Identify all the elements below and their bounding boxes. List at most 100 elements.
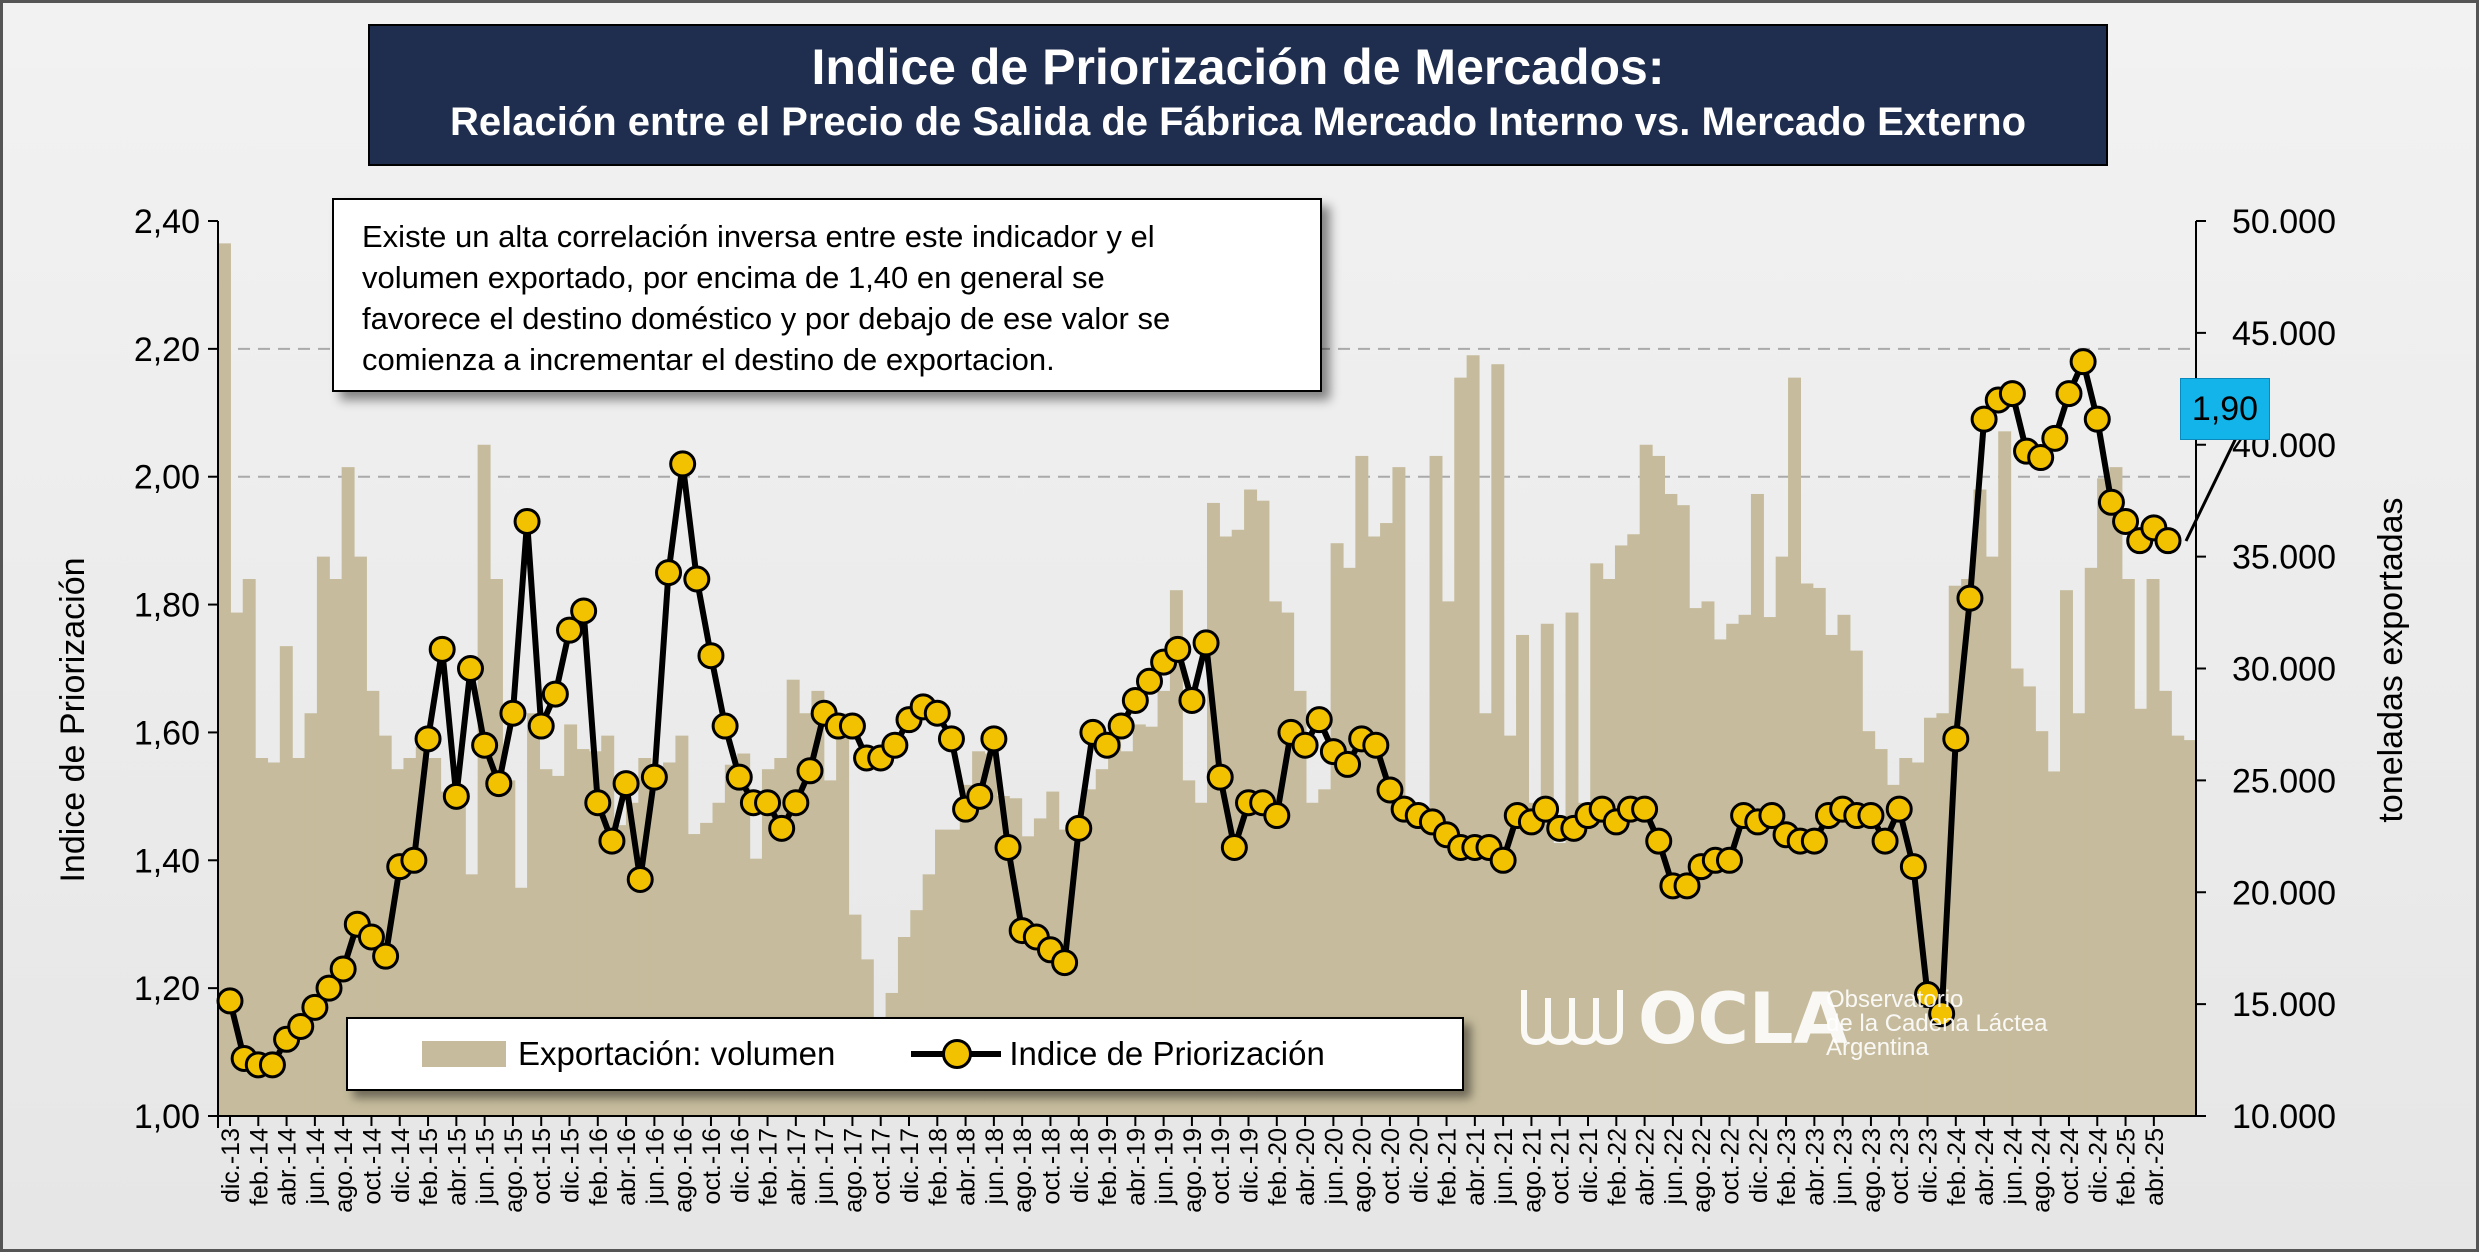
- x-tick-label: dic.-22: [1745, 1128, 1773, 1203]
- index-marker: [754, 789, 782, 817]
- index-marker: [357, 923, 385, 951]
- x-tick-label: oct.-21: [1547, 1128, 1575, 1204]
- index-marker: [471, 731, 499, 759]
- index-marker: [1334, 750, 1362, 778]
- index-marker: [2083, 405, 2111, 433]
- export-bar: [1763, 617, 1777, 1116]
- export-bar: [1750, 493, 1764, 1117]
- export-bar: [1478, 713, 1492, 1116]
- index-marker: [669, 450, 697, 478]
- ocla-subtitle-line: Argentina: [1826, 1034, 1929, 1061]
- x-tick-label: feb.-25: [2113, 1128, 2141, 1206]
- index-marker: [2112, 507, 2140, 535]
- index-marker: [1956, 584, 1984, 612]
- index-marker: [541, 680, 569, 708]
- export-bar: [1664, 493, 1678, 1117]
- export-bar: [527, 713, 541, 1116]
- export-bar: [1367, 536, 1381, 1116]
- export-bar: [1788, 377, 1801, 1116]
- x-tick-label: ago.-23: [1858, 1128, 1886, 1213]
- index-marker: [1178, 686, 1206, 714]
- index-marker: [683, 565, 711, 593]
- index-marker: [782, 789, 810, 817]
- index-marker: [513, 507, 541, 535]
- y-tick-label: 1,60: [134, 714, 200, 752]
- export-bar: [1454, 377, 1468, 1116]
- x-tick-label: feb.-17: [755, 1128, 783, 1206]
- x-tick-label: jun.-24: [1999, 1128, 2027, 1206]
- legend: Exportación: volumen Indice de Priorizac…: [346, 1017, 1464, 1091]
- title-banner: Indice de Priorización de Mercados: Rela…: [368, 24, 2108, 166]
- export-bar: [1466, 355, 1480, 1116]
- export-bar: [218, 243, 231, 1116]
- index-marker: [1376, 776, 1404, 804]
- index-marker: [1164, 635, 1192, 663]
- y-tick-label: 1,20: [134, 970, 200, 1008]
- y-axis-label: Indice de Priorización: [54, 557, 92, 882]
- index-marker: [1857, 802, 1885, 830]
- export-bar: [316, 556, 330, 1116]
- index-marker: [2041, 424, 2069, 452]
- x-tick-label: feb.-23: [1773, 1128, 1801, 1206]
- index-marker: [400, 846, 428, 874]
- export-bar: [1602, 579, 1616, 1116]
- x-tick-label: oct.-20: [1377, 1128, 1405, 1204]
- x-tick-label: oct.-15: [528, 1128, 556, 1204]
- annotation-line: volumen exportado, por encima de 1,40 en…: [362, 260, 1105, 295]
- legend-line-swatch: [911, 1039, 1002, 1069]
- x-axis-ticks: dic.-13 feb.-14 abr.-14 jun.-14 ago.-14 oct.-…: [217, 1116, 2169, 1213]
- x-tick-label: feb.-18: [924, 1128, 952, 1206]
- ocla-subtitle-line: de la Cadena Láctea: [1826, 1010, 2048, 1037]
- index-marker: [2097, 488, 2125, 516]
- x-tick-label: jun.-19: [1151, 1128, 1179, 1205]
- index-marker: [1715, 846, 1743, 874]
- export-bar: [1528, 802, 1542, 1116]
- x-tick-label: feb.-14: [245, 1128, 273, 1206]
- export-bar: [1886, 784, 1900, 1116]
- index-marker: [570, 597, 598, 625]
- export-bar: [1169, 590, 1183, 1116]
- y-tick-label: 1,80: [134, 587, 200, 625]
- export-bar: [1577, 802, 1591, 1116]
- export-bar: [2121, 579, 2135, 1116]
- export-bar: [304, 713, 318, 1116]
- y2-tick-label: 35.000: [2232, 539, 2336, 577]
- ocla-logo-icon: [1521, 990, 1623, 1046]
- export-bar: [1713, 639, 1727, 1116]
- index-marker: [329, 955, 357, 983]
- x-tick-label: ago.-16: [670, 1128, 698, 1213]
- x-tick-label: abr.-25: [2141, 1128, 2169, 1206]
- x-tick-label: dic.-20: [1405, 1128, 1433, 1203]
- x-tick-label: jun.-17: [811, 1128, 839, 1205]
- x-tick-label: oct.-24: [2056, 1128, 2084, 1205]
- export-bar: [1553, 843, 1567, 1116]
- x-tick-label: dic.-21: [1575, 1128, 1603, 1203]
- y2-tick-label: 10.000: [2232, 1098, 2336, 1136]
- y2-tick-label: 45.000: [2232, 315, 2336, 353]
- callout-leader: [2184, 437, 2238, 542]
- index-marker: [1998, 380, 2026, 408]
- x-tick-label: oct.-23: [1886, 1128, 1914, 1204]
- index-marker: [768, 814, 796, 842]
- x-tick-label: abr.-17: [783, 1128, 811, 1206]
- export-bar: [1911, 762, 1925, 1116]
- index-marker: [287, 1013, 315, 1040]
- x-tick-label: abr.-16: [613, 1128, 641, 1206]
- legend-line-label: Indice de Priorización: [1009, 1035, 1325, 1072]
- x-tick-label: dic.-15: [557, 1128, 585, 1203]
- export-bar: [1837, 614, 1851, 1116]
- index-marker: [556, 616, 584, 644]
- index-marker: [301, 993, 329, 1021]
- export-bar: [1355, 455, 1369, 1116]
- index-marker: [1758, 802, 1786, 830]
- x-tick-label: abr.-19: [1122, 1128, 1150, 1206]
- export-bar: [1540, 623, 1554, 1116]
- export-bar: [1441, 601, 1455, 1116]
- index-marker: [1206, 763, 1234, 791]
- x-tick-label: jun.-15: [472, 1128, 500, 1205]
- x-tick-label: feb.-20: [1264, 1128, 1292, 1206]
- export-bar: [1639, 444, 1653, 1116]
- index-marker: [1192, 629, 1220, 657]
- index-marker: [1107, 712, 1135, 740]
- x-tick-label: ago.-20: [1349, 1128, 1377, 1213]
